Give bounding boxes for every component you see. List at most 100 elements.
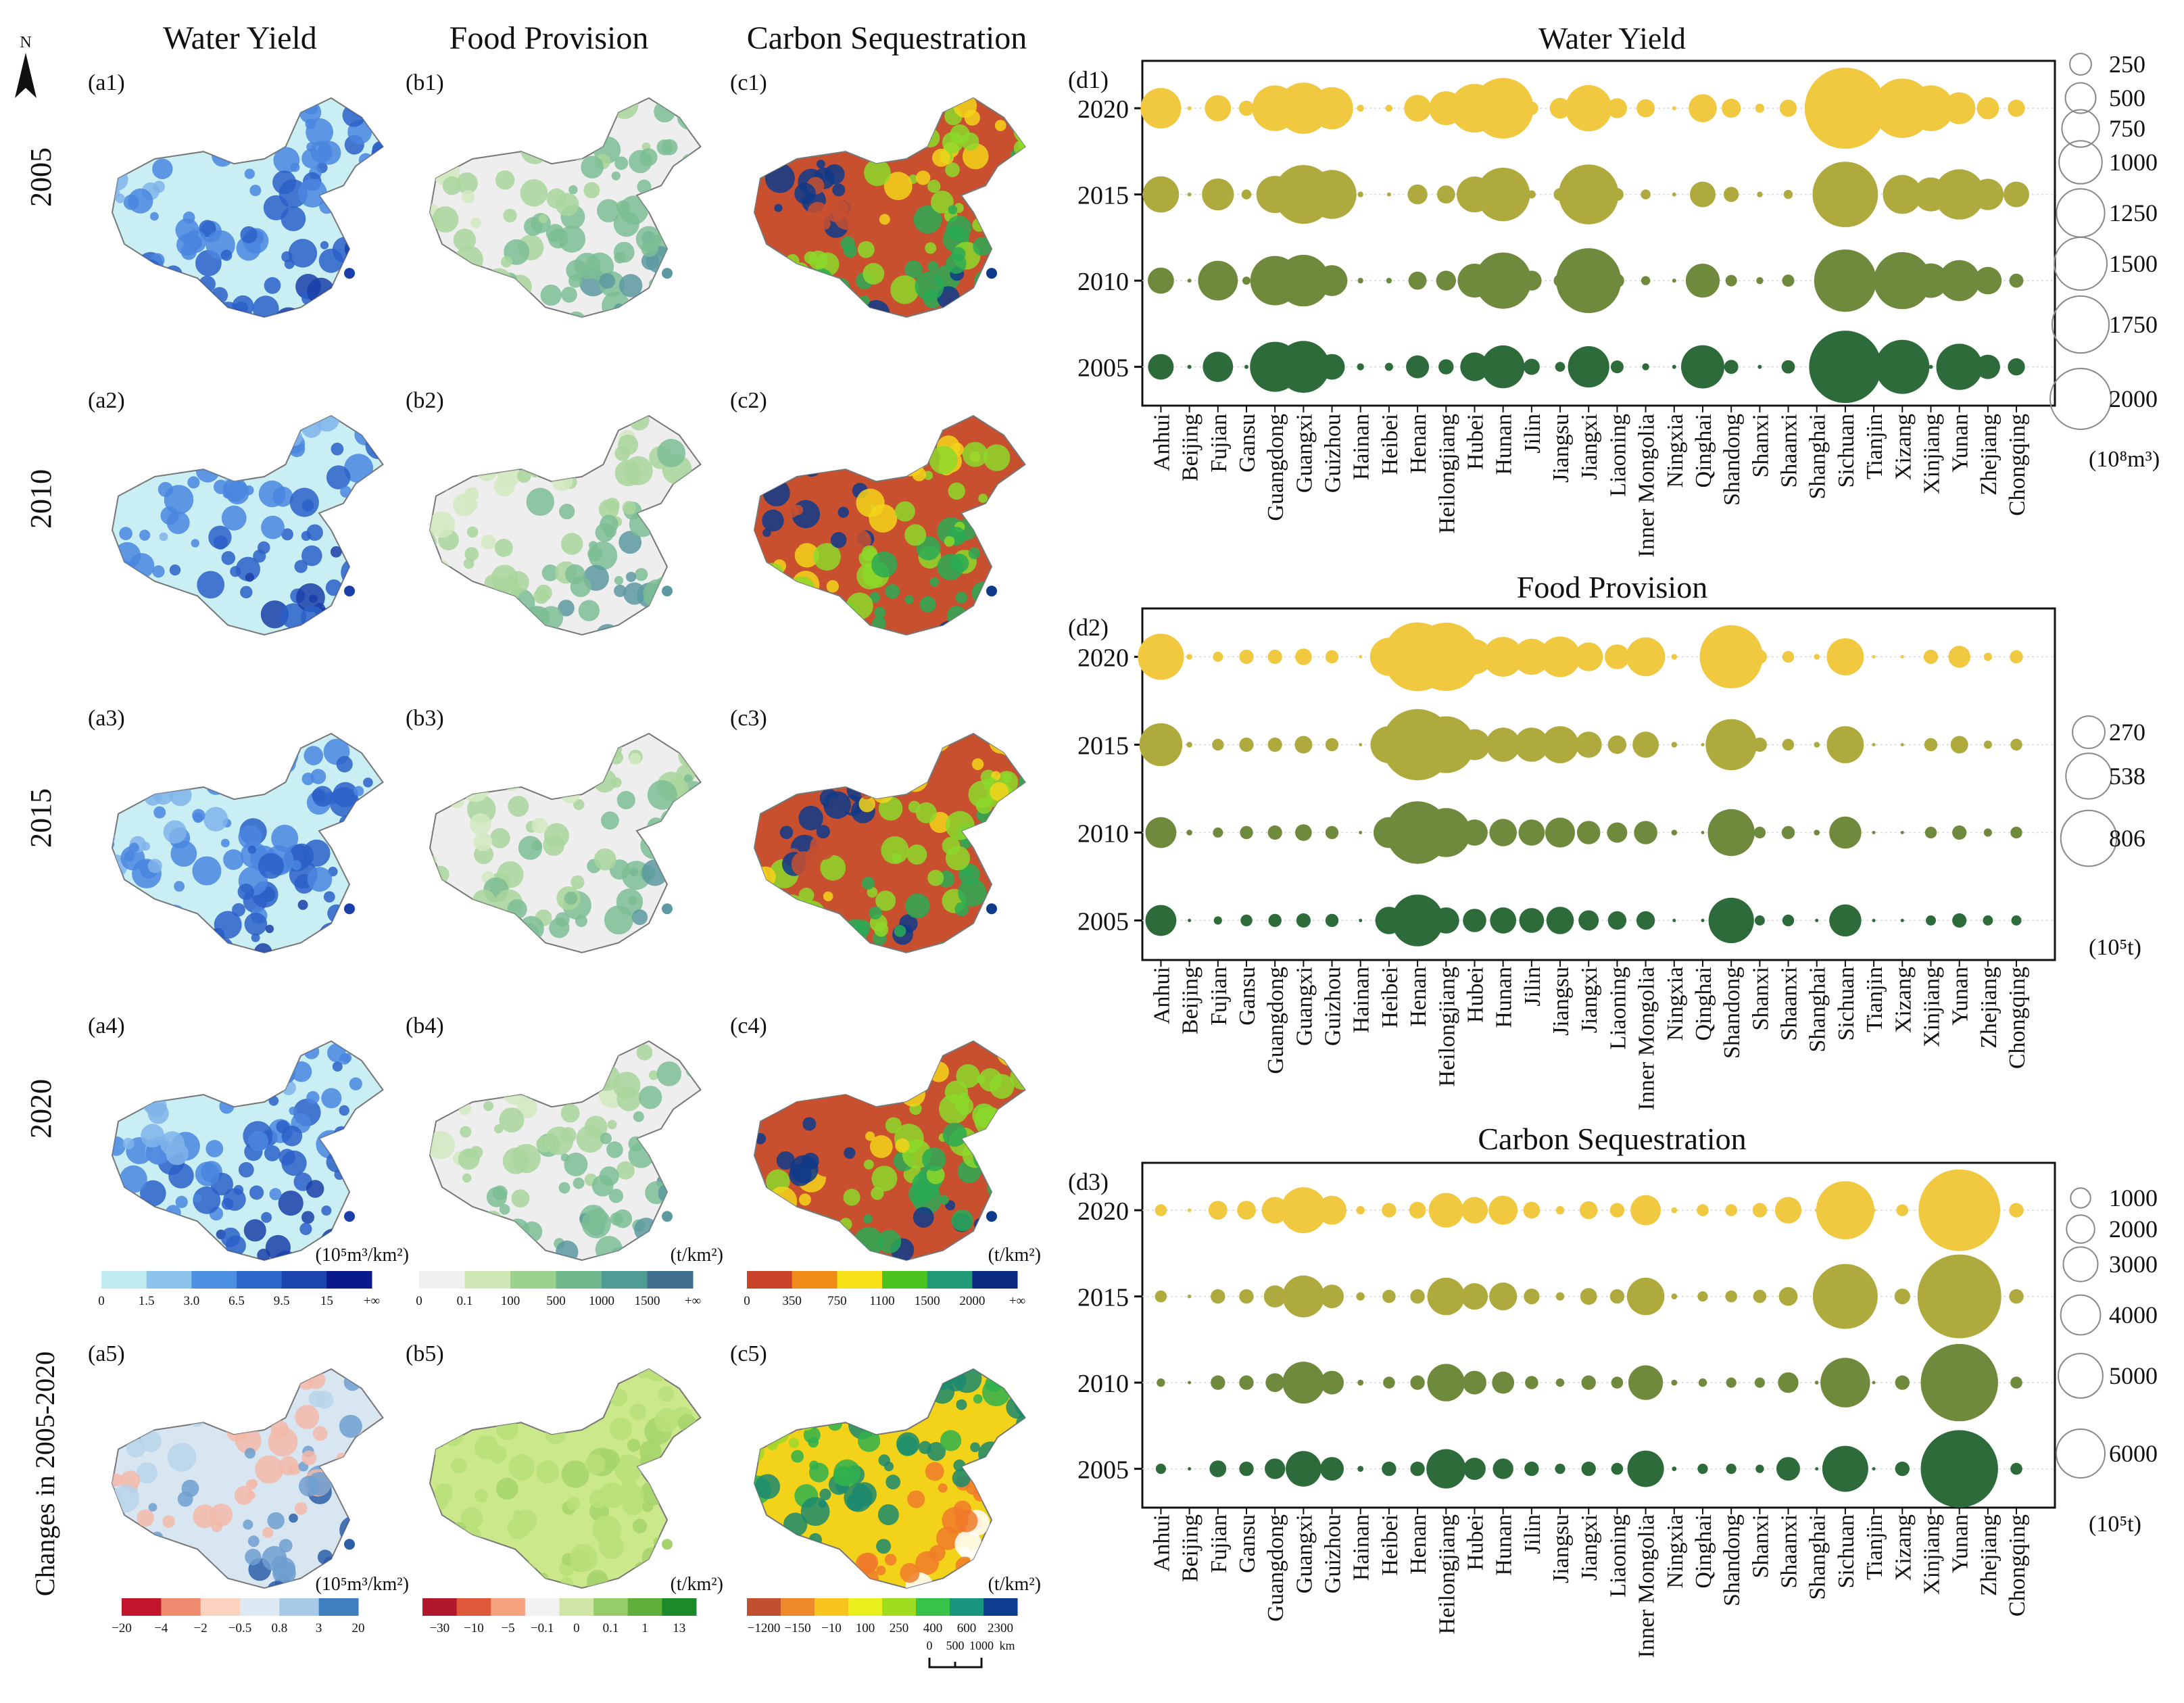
legend-tick: 3 xyxy=(316,1621,322,1635)
bubble-guangdong-2010 xyxy=(1265,1373,1285,1392)
size-legend-label: 5000 xyxy=(2109,1362,2158,1389)
x-tick-label: Chongqing xyxy=(2005,967,2030,1069)
x-tick-label: Guizhou xyxy=(1321,1514,1346,1593)
north-arrow-icon: N xyxy=(15,34,37,98)
bubble-tianjin-2020 xyxy=(1872,1208,1876,1212)
bubble-hunan-2010 xyxy=(1475,252,1532,309)
bubble-hubei-2005 xyxy=(1463,1458,1486,1481)
legend-tick: 0 xyxy=(98,1294,105,1308)
bubble-qinghai-2005 xyxy=(1697,1464,1708,1474)
bubble-henan-2005 xyxy=(1410,1461,1425,1477)
bubble-sichuan-2010 xyxy=(1829,816,1862,849)
x-tick-label: Zhejiang xyxy=(1976,967,2001,1049)
legend-tick: 0 xyxy=(416,1294,422,1308)
bubble-jiangxi-2010 xyxy=(1581,1375,1596,1390)
row-label-changes: Changes in 2005-2020 xyxy=(30,1351,60,1596)
bubble-fujian-2015 xyxy=(1202,178,1234,211)
legend-swatch xyxy=(882,1598,917,1616)
bubble-qinghai-2010 xyxy=(1685,264,1720,298)
legend-tick: +∞ xyxy=(685,1294,701,1308)
size-legend-circle xyxy=(2064,82,2097,114)
bubble-zhejiang-2005 xyxy=(1975,354,2000,379)
x-tick-label: Inner Mongolia xyxy=(1634,967,1659,1110)
x-tick-label: Henan xyxy=(1406,967,1431,1027)
legend-tick: 400 xyxy=(923,1621,943,1635)
bubble-yunan-2015 xyxy=(1950,736,1968,754)
legend-swatch xyxy=(792,1271,838,1289)
panel-label: (a2) xyxy=(88,388,125,413)
legend-tick: −1200 xyxy=(748,1621,781,1635)
x-tick-label: Shanxi xyxy=(1748,967,1773,1030)
bubble-sichuan-2010 xyxy=(1820,1358,1870,1408)
legend-tick: −150 xyxy=(784,1621,810,1635)
bubble-heilongjiang-2005 xyxy=(1432,907,1459,934)
bubble-qinghai-2015 xyxy=(1697,1291,1708,1302)
legend-swatch xyxy=(456,1598,491,1616)
size-legend-label: 3000 xyxy=(2109,1251,2158,1278)
bubble-chart-d1: Water Yield (d1)2020 2015 2010 2005 Anhui Beij… xyxy=(1068,21,2160,557)
bubble-shanxi-2005 xyxy=(1755,1464,1764,1473)
bubble-jiangxi-2005 xyxy=(1581,1461,1596,1477)
legend-swatch xyxy=(464,1271,511,1289)
bubble-jiangsu-2020 xyxy=(1540,636,1580,677)
x-tick-label: Hunan xyxy=(1492,414,1517,475)
bubble-sichuan-2015 xyxy=(1812,1264,1878,1329)
bubble-jiangxi-2005 xyxy=(1568,345,1609,388)
bubble-hubei-2010 xyxy=(1463,1370,1486,1395)
bubble-shanghai-2015 xyxy=(1814,742,1820,748)
x-tick-label: Jilin xyxy=(1520,967,1545,1007)
x-tick-label: Xizang xyxy=(1891,414,1916,480)
legend-swatch xyxy=(122,1598,162,1616)
size-legend-label: 1000 xyxy=(2109,1184,2158,1212)
bubble-henan-2005 xyxy=(1406,355,1430,379)
bubble-henan-2020 xyxy=(1409,1201,1426,1219)
bubble-guangdong-2015 xyxy=(1267,737,1282,752)
bubble-anhui-2010 xyxy=(1145,817,1177,848)
bubble-jilin-2005 xyxy=(1524,1461,1539,1477)
x-tick-label: Tianjin xyxy=(1862,1514,1887,1580)
col-title-food: Food Provision xyxy=(450,20,649,56)
bubble-anhui-2005 xyxy=(1155,1464,1166,1474)
bubble-xizang-2005 xyxy=(1875,339,1930,394)
x-tick-label: Hubei xyxy=(1463,967,1488,1023)
bubble-liaoning-2020 xyxy=(1607,98,1628,118)
bubble-fujian-2010 xyxy=(1198,260,1238,301)
size-legend-circle xyxy=(2070,1187,2091,1209)
bubble-liaoning-2015 xyxy=(1609,1289,1625,1304)
bubble-qinghai-2010 xyxy=(1701,831,1705,834)
bubble-shaanxi-2015 xyxy=(1782,738,1795,751)
bubble-hunan-2005 xyxy=(1490,907,1517,934)
bubble-gansu-2020 xyxy=(1238,100,1255,116)
legend-swatch xyxy=(602,1271,648,1289)
bubble-heilongjiang-2005 xyxy=(1438,359,1454,375)
bubble-henan-2020 xyxy=(1404,95,1432,122)
bubble-sichuan-2015 xyxy=(1826,726,1864,763)
bubble-guangxi-2005 xyxy=(1296,913,1311,928)
size-legend-circle xyxy=(2066,1214,2095,1244)
legend-tick: −5 xyxy=(501,1621,514,1635)
legend-tick: 250 xyxy=(890,1621,909,1635)
bubble-xinjiang-2020 xyxy=(1923,649,1939,665)
bubble-qinghai-2005 xyxy=(1681,345,1724,389)
legend-swatch xyxy=(747,1271,793,1289)
bubble-shaanxi-2005 xyxy=(1781,360,1795,374)
x-tick-label: Guangdong xyxy=(1263,414,1288,521)
x-tick-label: Xinjiang xyxy=(1920,1514,1945,1595)
bubble-shaanxi-2020 xyxy=(1782,650,1795,663)
bubble-jiangsu-2015 xyxy=(1541,726,1579,763)
bubble-hubei-2020 xyxy=(1457,639,1493,675)
size-legend-circle xyxy=(2061,109,2100,148)
legend-food-provision: (t/km²) 0 0.1 100 500 1000 1500 +∞ xyxy=(416,1245,723,1308)
bubble-jiangxi-2010 xyxy=(1556,248,1622,314)
x-tick-label: Liaoning xyxy=(1605,414,1630,497)
x-tick-label: Hunan xyxy=(1492,1514,1517,1576)
bubble-hainan-2005 xyxy=(1359,919,1363,922)
size-legend-label: 6000 xyxy=(2109,1440,2158,1467)
panel-label: (b5) xyxy=(406,1341,444,1366)
bubble-jilin-2015 xyxy=(1524,1289,1540,1305)
size-legend-label: 270 xyxy=(2109,719,2145,746)
bubble-guizhou-2005 xyxy=(1319,354,1345,380)
panel-label: (b1) xyxy=(406,70,444,95)
panel-label: (a3) xyxy=(88,706,125,731)
bubble-heibei-2020 xyxy=(1382,1203,1397,1218)
